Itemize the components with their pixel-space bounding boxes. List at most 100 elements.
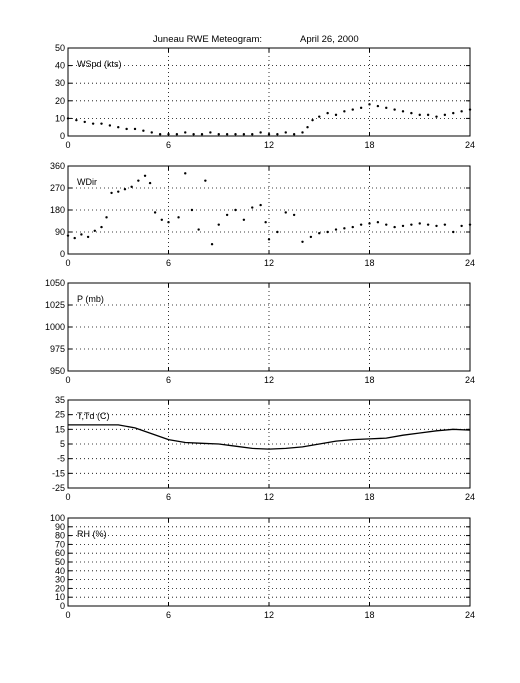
x-tick-label: 6 [166, 610, 171, 620]
data-point [125, 127, 128, 131]
data-point [301, 131, 304, 134]
data-point [368, 222, 371, 225]
data-point [190, 208, 194, 212]
data-point [359, 223, 363, 226]
x-tick-label: 24 [465, 375, 475, 385]
data-point [110, 191, 113, 195]
panel-label-temp: T,Td (C) [77, 411, 110, 421]
data-point [267, 238, 271, 241]
y-tick-label: 975 [50, 344, 65, 354]
x-tick-label: 24 [465, 258, 475, 268]
data-point [225, 133, 229, 136]
data-point [326, 230, 329, 234]
x-tick-label: 18 [364, 140, 374, 150]
y-tick-label: 360 [50, 161, 65, 171]
data-point [234, 208, 237, 212]
data-point [83, 120, 86, 124]
data-point [418, 222, 421, 225]
y-tick-label: 35 [55, 395, 65, 405]
data-point [175, 133, 179, 136]
data-point [410, 223, 413, 226]
data-point [259, 131, 262, 134]
data-point [259, 203, 262, 207]
y-tick-label: 80 [55, 531, 65, 541]
data-point [197, 228, 200, 231]
data-point [167, 133, 170, 136]
y-tick-label: 70 [55, 539, 65, 549]
x-tick-label: 0 [65, 492, 70, 502]
x-tick-label: 12 [264, 375, 274, 385]
data-point [160, 218, 163, 221]
y-tick-label: 950 [50, 366, 65, 376]
y-tick-label: 270 [50, 183, 65, 193]
y-tick-label: 90 [55, 227, 65, 237]
x-tick-label: 0 [65, 610, 70, 620]
x-tick-label: 0 [65, 258, 70, 268]
y-tick-label: 25 [55, 410, 65, 420]
x-tick-label: 12 [264, 140, 274, 150]
y-tick-label: 0 [60, 601, 65, 611]
y-tick-label: 40 [55, 61, 65, 71]
y-tick-label: 100 [50, 513, 65, 523]
series-line-temp [68, 424, 471, 450]
data-point [468, 223, 472, 226]
y-tick-label: 1050 [45, 278, 65, 288]
data-point [217, 223, 220, 226]
x-tick-label: 0 [65, 140, 70, 150]
data-point [75, 118, 78, 122]
data-point [276, 230, 279, 234]
y-tick-label: 10 [55, 592, 65, 602]
data-point [318, 232, 321, 235]
data-point [443, 223, 447, 226]
y-tick-label: 20 [55, 583, 65, 593]
data-point [351, 108, 354, 111]
data-point [443, 113, 447, 117]
data-point [343, 110, 346, 113]
data-point [426, 113, 430, 117]
data-point [468, 108, 472, 111]
data-point [251, 206, 254, 209]
x-tick-label: 24 [465, 610, 475, 620]
data-point [153, 211, 157, 214]
x-tick-label: 12 [264, 492, 274, 502]
data-point [318, 115, 321, 118]
data-point [359, 106, 363, 110]
y-tick-label: 90 [55, 522, 65, 532]
x-tick-label: 0 [65, 375, 70, 385]
y-tick-label: 5 [60, 439, 65, 449]
data-point [86, 235, 90, 239]
panel-label-wdir: WDir [77, 177, 97, 187]
data-point [234, 133, 237, 136]
data-point [184, 131, 187, 134]
y-tick-label: 1025 [45, 300, 65, 310]
data-point [351, 225, 354, 229]
y-tick-label: 50 [55, 557, 65, 567]
x-tick-label: 6 [166, 375, 171, 385]
data-point [276, 133, 279, 136]
panel-wdir: 0 6 12 18 24 0 90 180 270 360 WDir [50, 161, 475, 268]
panel-temp: 0 6 12 18 24 -25 -15 -5 5 15 25 35 T,Td (C) [52, 395, 475, 502]
data-point [137, 179, 140, 182]
x-tick-label: 6 [166, 140, 171, 150]
y-tick-label: 1000 [45, 322, 65, 332]
x-tick-label: 6 [166, 258, 171, 268]
data-point [200, 133, 204, 136]
x-tick-label: 18 [364, 258, 374, 268]
data-point [108, 124, 112, 127]
figure-title: Juneau RWE Meteogram: [153, 34, 262, 45]
data-point [242, 133, 246, 136]
y-tick-label: 15 [55, 424, 65, 434]
data-point [204, 179, 207, 182]
data-point [460, 110, 463, 113]
x-tick-label: 24 [465, 492, 475, 502]
data-point [418, 113, 421, 117]
x-tick-label: 12 [264, 610, 274, 620]
y-tick-label: 40 [55, 566, 65, 576]
data-point [91, 122, 95, 125]
data-point [284, 211, 287, 214]
data-point [334, 113, 338, 117]
data-point [123, 188, 127, 191]
